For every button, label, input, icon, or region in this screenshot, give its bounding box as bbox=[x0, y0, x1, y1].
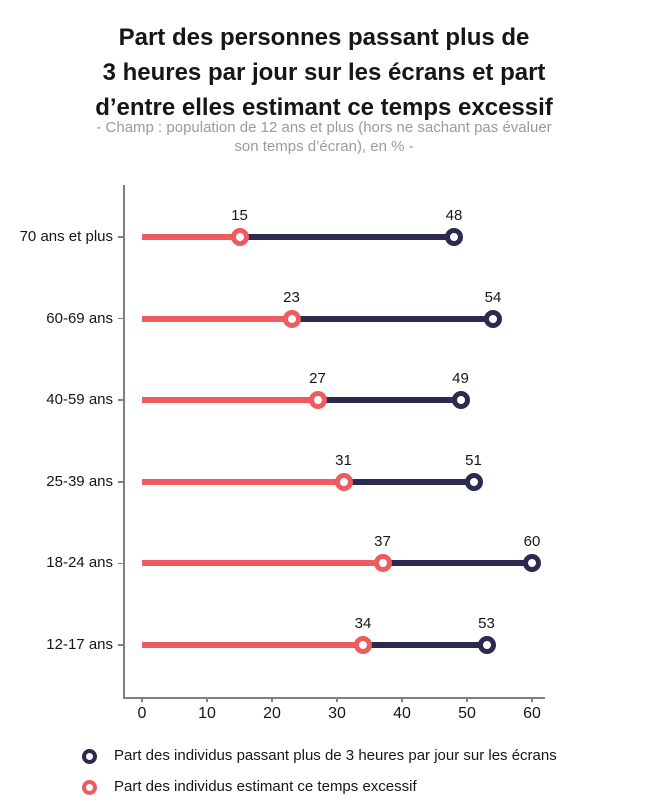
excessive-line bbox=[142, 315, 292, 322]
screen-time-line bbox=[239, 234, 454, 240]
y-axis-tick bbox=[118, 399, 123, 401]
chart-title-line-1: Part des personnes passant plus de bbox=[118, 24, 530, 51]
excessive-value-label: 31 bbox=[335, 451, 352, 469]
chart-subtitle-line-1: - Champ : population de 12 ans et plus (… bbox=[96, 119, 552, 136]
category-label: 70 ans et plus bbox=[19, 228, 113, 245]
excessive-marker bbox=[334, 472, 353, 491]
x-axis-tick bbox=[271, 697, 273, 702]
legend-navy-circle-icon bbox=[82, 748, 97, 764]
x-tick-label: 20 bbox=[263, 705, 281, 722]
excessive-marker bbox=[308, 391, 327, 410]
screen-time-marker bbox=[523, 554, 541, 573]
chart-title-line-2: 3 heures par jour sur les écrans et part bbox=[102, 59, 546, 86]
y-axis-tick bbox=[118, 562, 123, 565]
x-tick-label: 0 bbox=[137, 705, 147, 722]
x-axis-tick bbox=[531, 697, 533, 702]
screen-time-line bbox=[363, 642, 487, 648]
x-tick-label: 60 bbox=[523, 705, 541, 722]
chart-subtitle-line-2: son temps d’écran), en % - bbox=[234, 138, 414, 155]
x-tick-label: 30 bbox=[328, 705, 346, 722]
screen-time-value-label: 53 bbox=[478, 615, 495, 632]
excessive-value-label: 27 bbox=[309, 370, 326, 388]
x-axis-line bbox=[123, 697, 545, 699]
category-label: 60-69 ans bbox=[46, 309, 113, 327]
excessive-value-label: 23 bbox=[283, 288, 300, 306]
category-label: 12-17 ans bbox=[46, 636, 113, 653]
y-axis-line bbox=[123, 185, 125, 699]
chart-subtitle: - Champ : population de 12 ans et plus (… bbox=[0, 118, 648, 156]
excessive-marker bbox=[354, 636, 372, 654]
chart-title-line-3: d’entre elles estimant ce temps excessif bbox=[95, 94, 553, 121]
excessive-marker bbox=[230, 228, 249, 246]
legend-red-circle-icon bbox=[82, 779, 97, 795]
category-label: 40-59 ans bbox=[46, 391, 113, 409]
screen-time-marker bbox=[445, 228, 463, 246]
chart-title: Part des personnes passant plus de 3 heu… bbox=[0, 20, 648, 125]
screen-time-line bbox=[317, 397, 461, 404]
legend-item-excessive: Part des individus estimant ce temps exc… bbox=[82, 776, 648, 798]
x-tick-label: 10 bbox=[198, 705, 216, 722]
excessive-line bbox=[142, 397, 318, 404]
screen-time-line bbox=[343, 478, 474, 485]
legend-label-screen-time: Part des individus passant plus de 3 heu… bbox=[114, 747, 557, 764]
screen-time-value-label: 54 bbox=[484, 288, 502, 306]
excessive-line bbox=[142, 642, 363, 648]
excessive-line bbox=[142, 560, 383, 567]
legend-label-excessive: Part des individus estimant ce temps exc… bbox=[114, 778, 417, 795]
excessive-marker bbox=[373, 554, 392, 573]
screen-time-marker bbox=[477, 636, 496, 654]
screen-time-value-label: 60 bbox=[523, 533, 541, 551]
y-axis-tick bbox=[118, 644, 123, 646]
screen-time-value-label: 49 bbox=[452, 370, 469, 388]
screen-time-marker bbox=[451, 391, 470, 410]
y-axis-tick bbox=[118, 481, 123, 483]
legend: Part des individus passant plus de 3 heu… bbox=[0, 745, 648, 807]
excessive-marker bbox=[282, 309, 301, 328]
y-axis-tick bbox=[118, 317, 123, 320]
x-tick-label: 50 bbox=[458, 705, 476, 722]
x-axis-tick bbox=[336, 697, 338, 702]
legend-item-screen-time: Part des individus passant plus de 3 heu… bbox=[82, 745, 648, 767]
screen-time-value-label: 48 bbox=[445, 207, 463, 224]
category-label: 25-39 ans bbox=[46, 472, 113, 490]
x-tick-label: 40 bbox=[393, 705, 411, 722]
excessive-value-label: 15 bbox=[231, 207, 248, 224]
screen-time-marker bbox=[484, 309, 502, 328]
category-label: 18-24 ans bbox=[46, 554, 113, 572]
screen-time-line bbox=[382, 560, 532, 567]
screen-time-marker bbox=[464, 472, 483, 491]
x-axis-tick bbox=[141, 697, 143, 702]
excessive-value-label: 37 bbox=[374, 533, 391, 551]
excessive-line bbox=[142, 478, 344, 485]
screen-time-line bbox=[291, 315, 493, 322]
x-axis-tick bbox=[401, 697, 403, 702]
excessive-line bbox=[142, 234, 240, 240]
x-axis-tick bbox=[466, 697, 468, 702]
x-axis-tick bbox=[206, 697, 208, 702]
y-axis-tick bbox=[118, 236, 123, 238]
excessive-value-label: 34 bbox=[354, 615, 372, 632]
screen-time-value-label: 51 bbox=[465, 451, 482, 469]
